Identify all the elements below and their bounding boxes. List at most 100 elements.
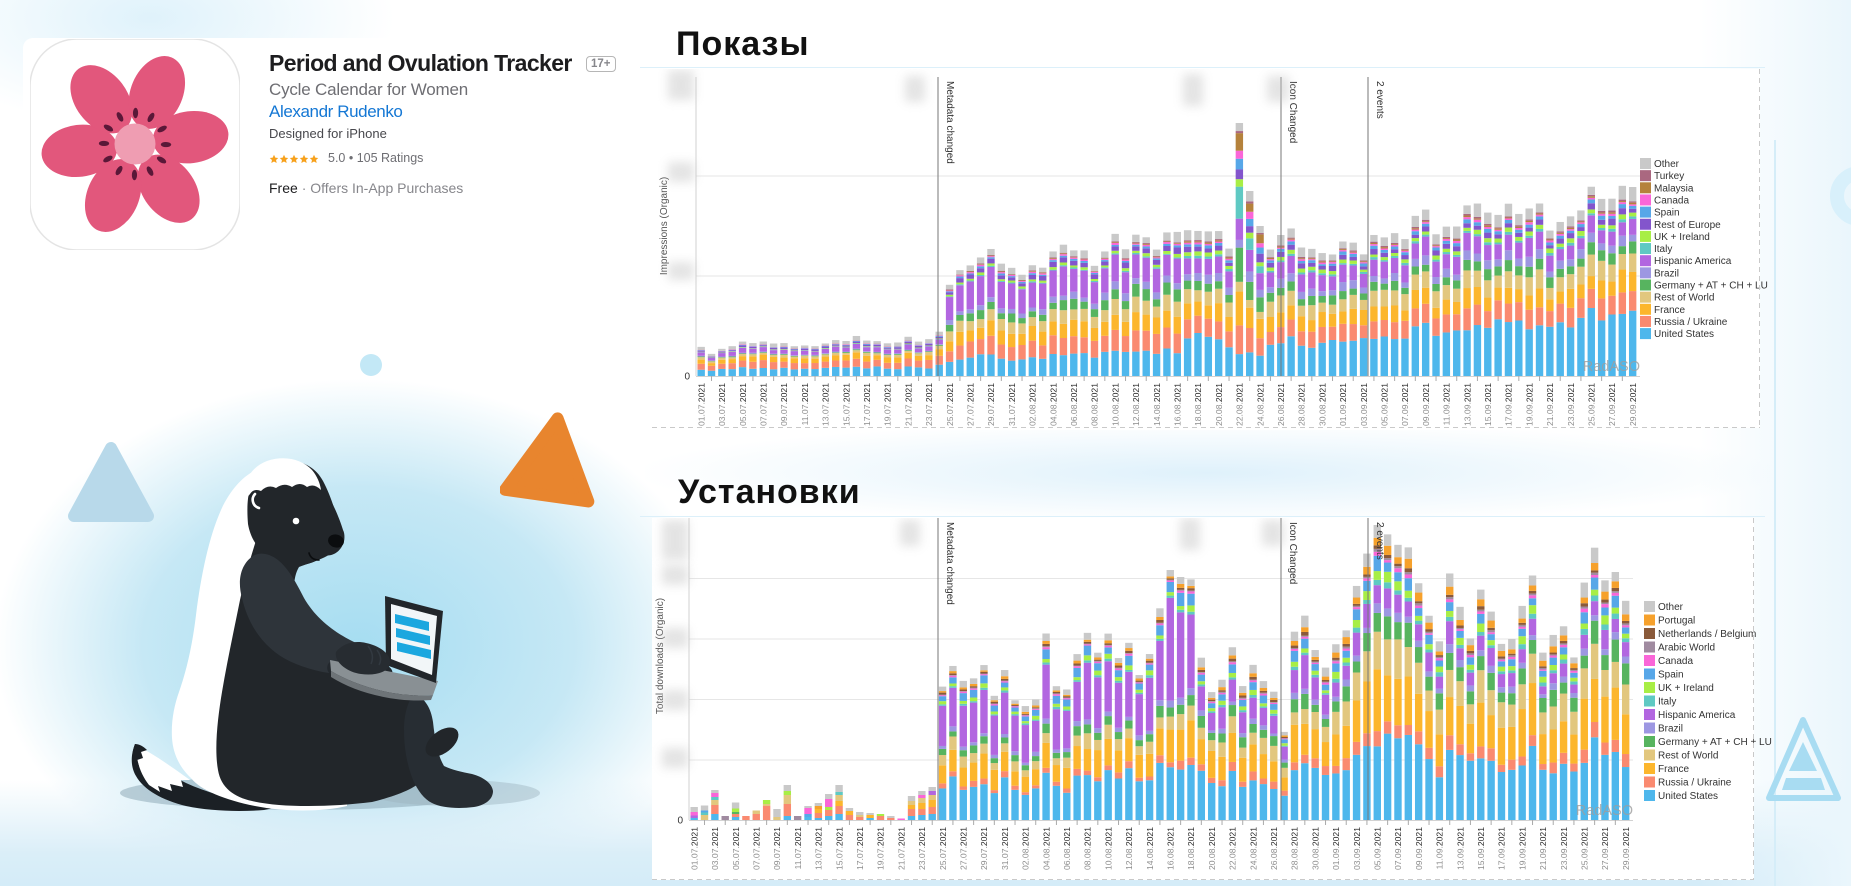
svg-text:Germany + AT + CH + LU: Germany + AT + CH + LU <box>1654 281 1768 292</box>
svg-text:Turkey: Turkey <box>1654 171 1684 182</box>
svg-text:17.07.2021: 17.07.2021 <box>862 383 872 426</box>
svg-text:Icon Changed: Icon Changed <box>1287 522 1298 584</box>
svg-text:Brazil: Brazil <box>1654 268 1679 279</box>
svg-text:04.08.2021: 04.08.2021 <box>1041 827 1051 870</box>
svg-text:Rest of World: Rest of World <box>1654 293 1714 304</box>
svg-text:08.08.2021: 08.08.2021 <box>1090 383 1100 426</box>
svg-text:27.09.2021: 27.09.2021 <box>1607 383 1617 426</box>
svg-text:18.08.2021: 18.08.2021 <box>1186 827 1196 870</box>
svg-text:Other: Other <box>1658 602 1684 613</box>
svg-text:12.08.2021: 12.08.2021 <box>1124 827 1134 870</box>
svg-text:07.07.2021: 07.07.2021 <box>758 383 768 426</box>
svg-text:07.09.2021: 07.09.2021 <box>1393 827 1403 870</box>
svg-text:25.09.2021: 25.09.2021 <box>1586 383 1596 426</box>
svg-text:Icon Changed: Icon Changed <box>1287 81 1298 143</box>
svg-text:03.07.2021: 03.07.2021 <box>717 383 727 426</box>
svg-text:Metadata changed: Metadata changed <box>944 81 955 164</box>
svg-text:30.08.2021: 30.08.2021 <box>1310 827 1320 870</box>
svg-text:Rest of Europe: Rest of Europe <box>1654 220 1721 231</box>
svg-text:Italy: Italy <box>1658 697 1676 708</box>
svg-text:24.08.2021: 24.08.2021 <box>1255 383 1265 426</box>
svg-text:11.07.2021: 11.07.2021 <box>793 827 803 870</box>
svg-text:03.09.2021: 03.09.2021 <box>1359 383 1369 426</box>
svg-text:Italy: Italy <box>1654 244 1672 255</box>
svg-text:11.09.2021: 11.09.2021 <box>1435 827 1445 870</box>
svg-text:12.08.2021: 12.08.2021 <box>1131 383 1141 426</box>
svg-text:06.08.2021: 06.08.2021 <box>1062 827 1072 870</box>
svg-text:03.07.2021: 03.07.2021 <box>710 827 720 870</box>
svg-text:02.08.2021: 02.08.2021 <box>1028 383 1038 426</box>
svg-text:05.07.2021: 05.07.2021 <box>738 383 748 426</box>
svg-text:21.07.2021: 21.07.2021 <box>896 827 906 870</box>
svg-text:29.07.2021: 29.07.2021 <box>986 383 996 426</box>
svg-text:0: 0 <box>677 816 683 827</box>
svg-text:21.09.2021: 21.09.2021 <box>1538 827 1548 870</box>
svg-text:25.07.2021: 25.07.2021 <box>945 383 955 426</box>
svg-text:29.09.2021: 29.09.2021 <box>1628 383 1638 426</box>
svg-text:18.08.2021: 18.08.2021 <box>1193 383 1203 426</box>
svg-text:France: France <box>1654 305 1686 316</box>
svg-text:21.07.2021: 21.07.2021 <box>903 383 913 426</box>
svg-text:United States: United States <box>1654 329 1714 340</box>
svg-text:21.09.2021: 21.09.2021 <box>1545 383 1555 426</box>
svg-text:19.09.2021: 19.09.2021 <box>1524 383 1534 426</box>
svg-text:0: 0 <box>684 372 690 383</box>
svg-text:Portugal: Portugal <box>1658 616 1695 627</box>
svg-text:09.09.2021: 09.09.2021 <box>1414 827 1424 870</box>
svg-text:17.07.2021: 17.07.2021 <box>855 827 865 870</box>
svg-text:19.07.2021: 19.07.2021 <box>883 383 893 426</box>
svg-text:29.07.2021: 29.07.2021 <box>979 827 989 870</box>
svg-text:11.09.2021: 11.09.2021 <box>1442 383 1452 426</box>
svg-text:05.07.2021: 05.07.2021 <box>731 827 741 870</box>
svg-text:06.08.2021: 06.08.2021 <box>1069 383 1079 426</box>
svg-text:27.07.2021: 27.07.2021 <box>958 827 968 870</box>
svg-text:19.07.2021: 19.07.2021 <box>876 827 886 870</box>
svg-text:02.08.2021: 02.08.2021 <box>1021 827 1031 870</box>
svg-text:Brazil: Brazil <box>1658 724 1683 735</box>
svg-text:28.08.2021: 28.08.2021 <box>1290 827 1300 870</box>
svg-text:15.07.2021: 15.07.2021 <box>834 827 844 870</box>
svg-text:17.09.2021: 17.09.2021 <box>1497 827 1507 870</box>
svg-text:05.09.2021: 05.09.2021 <box>1379 383 1389 426</box>
svg-text:16.08.2021: 16.08.2021 <box>1172 383 1182 426</box>
svg-text:25.09.2021: 25.09.2021 <box>1579 827 1589 870</box>
svg-text:13.09.2021: 13.09.2021 <box>1455 827 1465 870</box>
svg-text:13.07.2021: 13.07.2021 <box>814 827 824 870</box>
svg-text:2 events: 2 events <box>1374 81 1385 119</box>
svg-text:09.07.2021: 09.07.2021 <box>779 383 789 426</box>
svg-text:UK + Ireland: UK + Ireland <box>1654 232 1710 243</box>
svg-text:08.08.2021: 08.08.2021 <box>1083 827 1093 870</box>
svg-text:15.07.2021: 15.07.2021 <box>841 383 851 426</box>
svg-text:15.09.2021: 15.09.2021 <box>1483 383 1493 426</box>
svg-text:Canada: Canada <box>1658 656 1693 667</box>
svg-text:13.07.2021: 13.07.2021 <box>821 383 831 426</box>
svg-text:09.09.2021: 09.09.2021 <box>1421 383 1431 426</box>
svg-text:Canada: Canada <box>1654 195 1689 206</box>
svg-text:Germany + AT + CH + LU: Germany + AT + CH + LU <box>1658 737 1772 748</box>
svg-text:27.07.2021: 27.07.2021 <box>965 383 975 426</box>
svg-text:10.08.2021: 10.08.2021 <box>1103 827 1113 870</box>
svg-text:Netherlands / Belgium: Netherlands / Belgium <box>1658 629 1756 640</box>
svg-text:Total downloads (Organic): Total downloads (Organic) <box>655 598 666 714</box>
svg-text:01.07.2021: 01.07.2021 <box>689 827 699 870</box>
svg-text:14.08.2021: 14.08.2021 <box>1145 827 1155 870</box>
svg-text:26.08.2021: 26.08.2021 <box>1276 383 1286 426</box>
svg-text:23.07.2021: 23.07.2021 <box>924 383 934 426</box>
svg-text:2 events: 2 events <box>1374 522 1385 560</box>
svg-text:Hispanic America: Hispanic America <box>1654 256 1732 267</box>
svg-text:30.08.2021: 30.08.2021 <box>1317 383 1327 426</box>
svg-text:Metadata changed: Metadata changed <box>944 522 955 605</box>
svg-text:01.07.2021: 01.07.2021 <box>696 383 706 426</box>
svg-text:United States: United States <box>1658 791 1718 802</box>
svg-text:Spain: Spain <box>1658 670 1684 681</box>
svg-text:27.09.2021: 27.09.2021 <box>1600 827 1610 870</box>
svg-text:01.09.2021: 01.09.2021 <box>1331 827 1341 870</box>
svg-text:07.09.2021: 07.09.2021 <box>1400 383 1410 426</box>
svg-text:Malaysia: Malaysia <box>1654 183 1694 194</box>
svg-text:01.09.2021: 01.09.2021 <box>1338 383 1348 426</box>
svg-text:05.09.2021: 05.09.2021 <box>1372 827 1382 870</box>
svg-text:31.07.2021: 31.07.2021 <box>1000 827 1010 870</box>
svg-text:04.08.2021: 04.08.2021 <box>1048 383 1058 426</box>
svg-text:RadASO: RadASO <box>1576 803 1633 819</box>
svg-text:Spain: Spain <box>1654 208 1680 219</box>
